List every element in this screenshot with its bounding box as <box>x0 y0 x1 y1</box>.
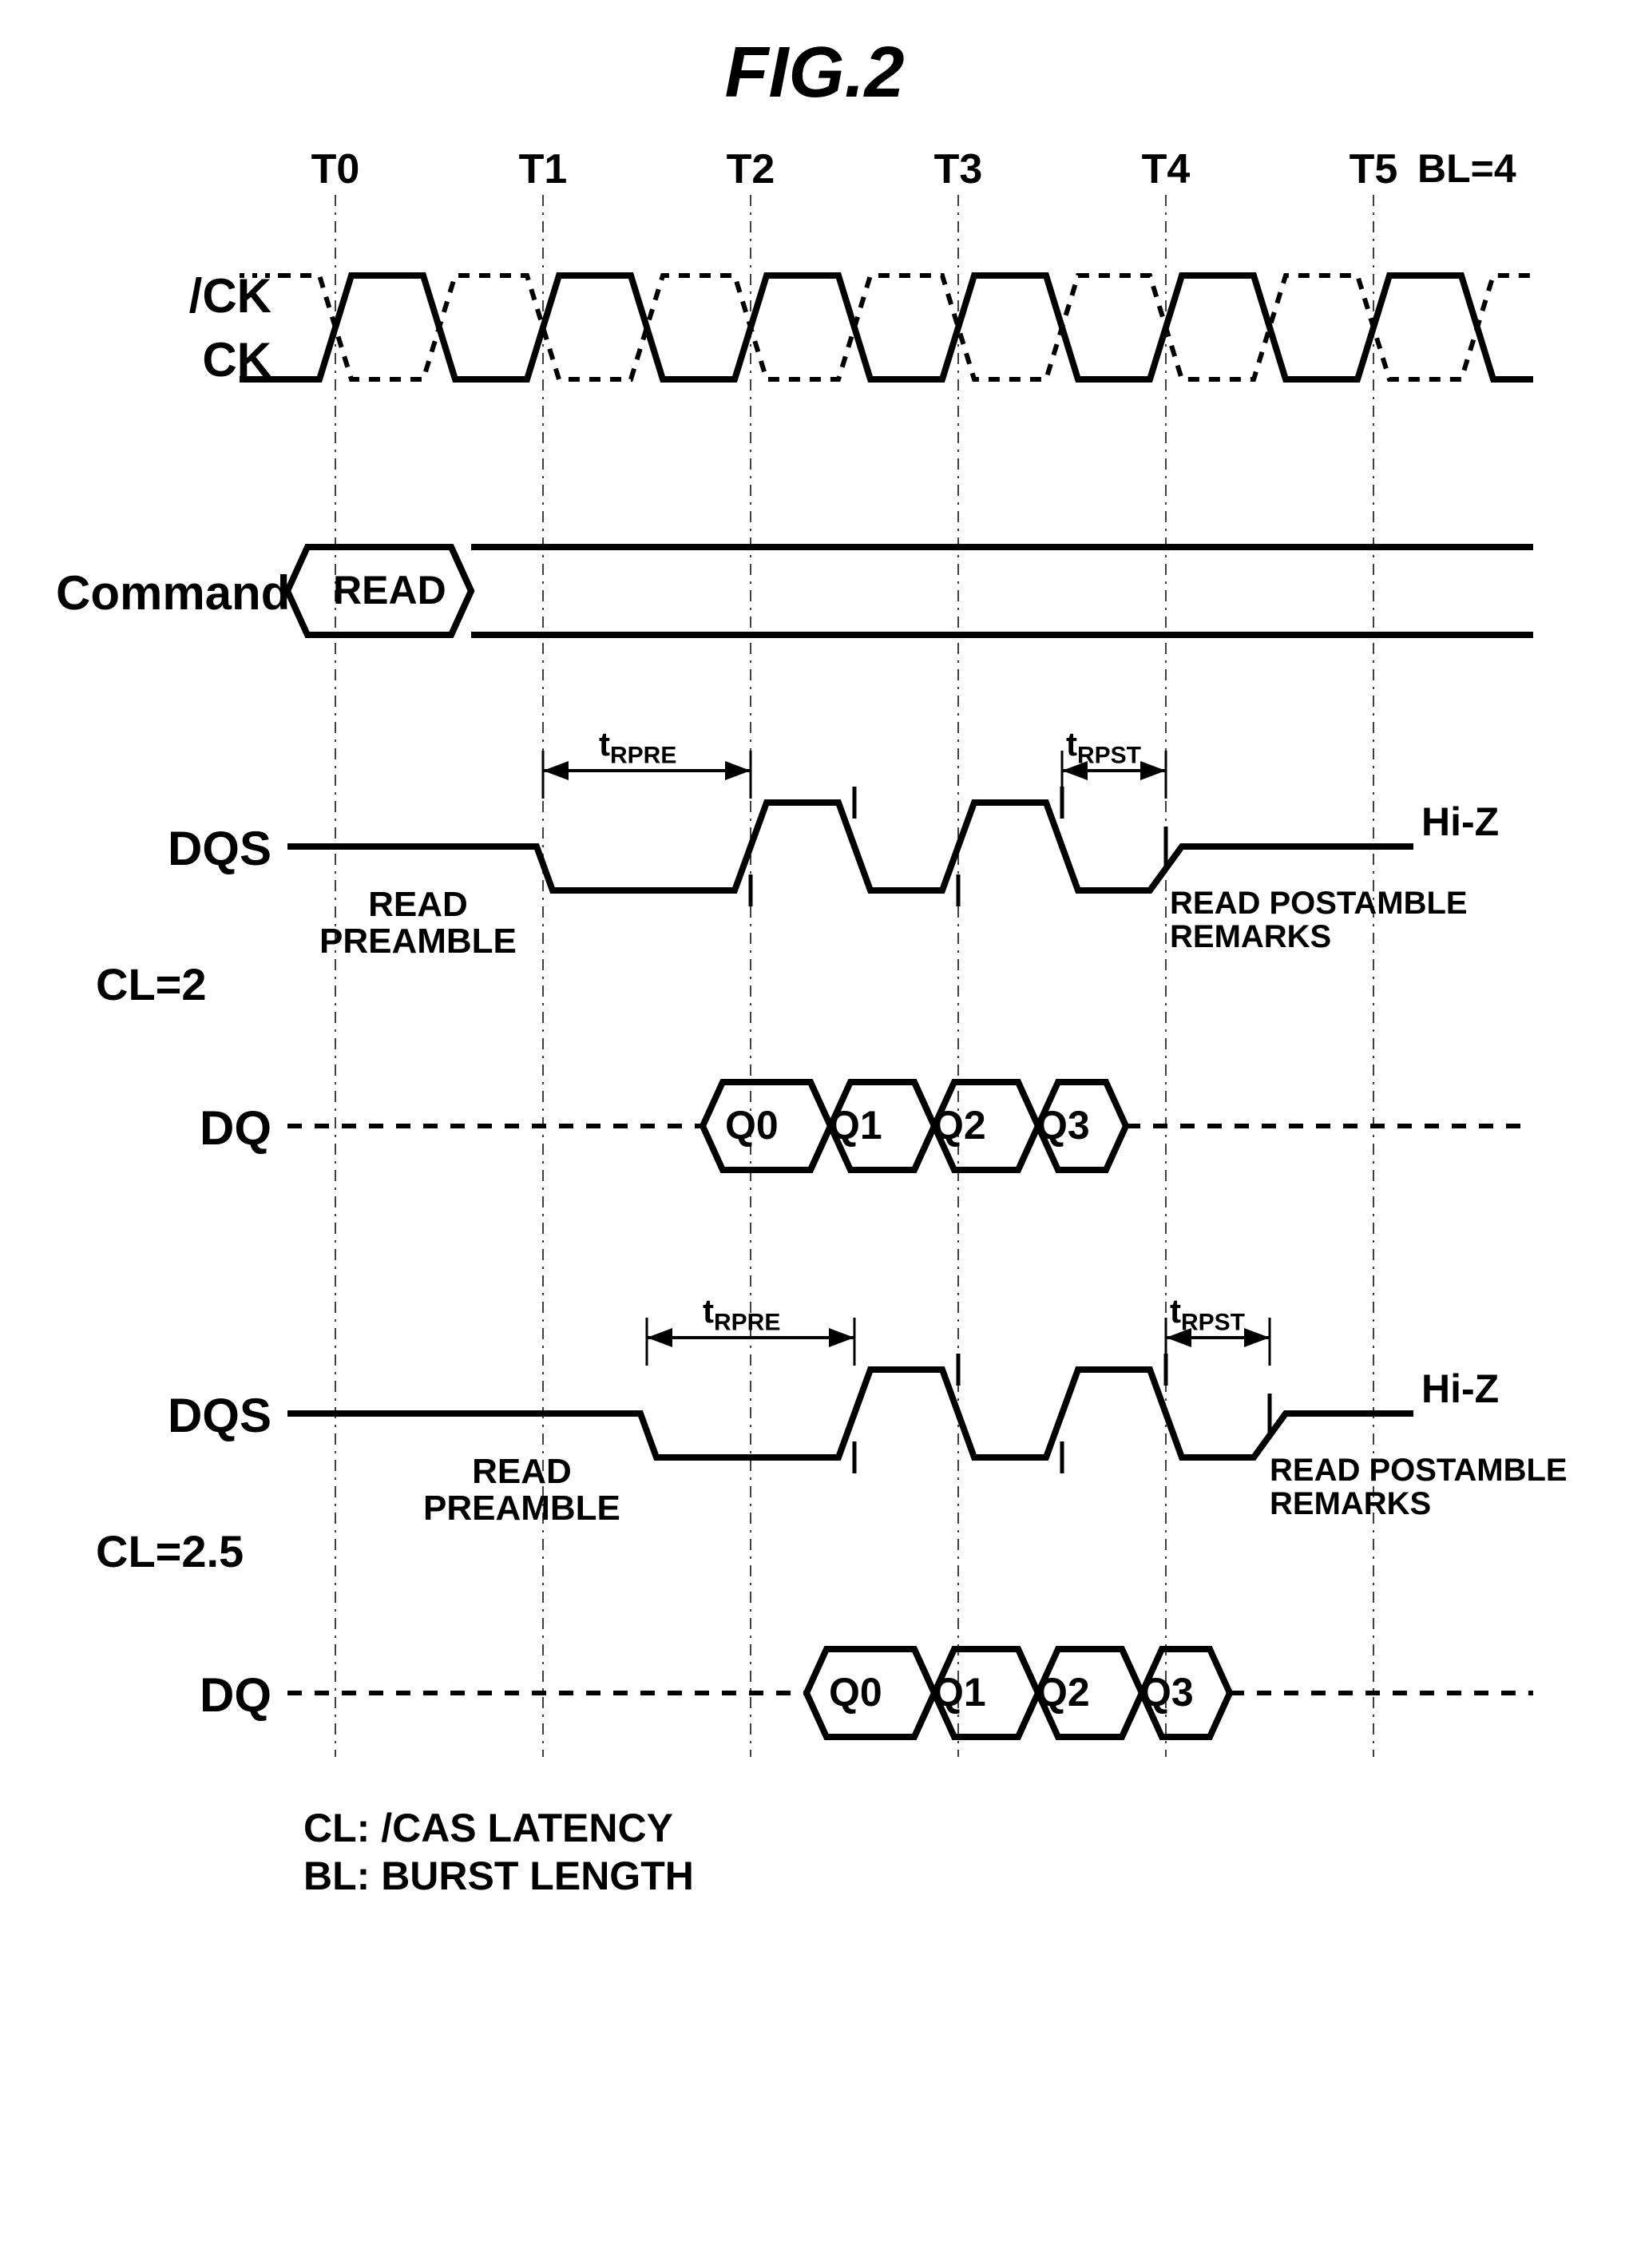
dq-q3-1: Q3 <box>1036 1102 1090 1148</box>
command-read-label: READ <box>333 567 446 613</box>
trpre-1: tRPRE <box>599 725 676 769</box>
trpre-2: tRPRE <box>703 1292 780 1336</box>
legend-cl: CL: /CAS LATENCY <box>303 1805 673 1851</box>
bl-label: BL=4 <box>1417 145 1516 192</box>
cl2-dq <box>287 1082 1533 1170</box>
read-preamble-text-1: READPREAMBLE <box>319 885 517 961</box>
timing-svg <box>96 192 1533 1949</box>
dq-q1-2: Q1 <box>933 1669 986 1715</box>
hiz-1: Hi-Z <box>1421 799 1499 845</box>
row-dqs-2: DQS <box>144 1388 272 1443</box>
tick-t1: T1 <box>517 145 569 193</box>
read-preamble-2: READPREAMBLE <box>423 1453 620 1527</box>
read-postamble-2: READ POSTAMBLEREMARKS <box>1270 1453 1568 1521</box>
timing-diagram: T0 T1 T2 T3 T4 T5 BL=4 /CK CK Command DQ… <box>96 192 1533 1949</box>
row-dq-2: DQ <box>144 1667 272 1723</box>
cl25-label: CL=2.5 <box>96 1525 244 1577</box>
dq-q1-1: Q1 <box>829 1102 882 1148</box>
figure-container: FIG.2 T0 T1 T2 T3 T4 T5 BL=4 /CK CK Comm… <box>96 32 1533 2108</box>
trpst-2: tRPST <box>1170 1292 1245 1336</box>
hiz-2: Hi-Z <box>1421 1366 1499 1412</box>
read-postamble-1: READ POSTAMBLEREMARKS <box>1170 886 1468 954</box>
dq-q2-2: Q2 <box>1036 1669 1090 1715</box>
legend-bl: BL: BURST LENGTH <box>303 1853 694 1899</box>
tick-t3: T3 <box>933 145 984 193</box>
dq-q0-1: Q0 <box>725 1102 779 1148</box>
dq-q0-2: Q0 <box>829 1669 882 1715</box>
cl25-dqs <box>287 1318 1413 1473</box>
read-preamble-1: READPREAMBLE <box>319 886 517 960</box>
tick-t4: T4 <box>1140 145 1191 193</box>
trpst-1: tRPST <box>1066 725 1141 769</box>
command-bus <box>287 547 1533 635</box>
row-dqs-1: DQS <box>144 821 272 876</box>
figure-title: FIG.2 <box>724 32 904 114</box>
tick-t2: T2 <box>725 145 776 193</box>
row-ck: CK <box>144 332 272 387</box>
tick-t0: T0 <box>310 145 361 193</box>
row-ck-inv: /CK <box>144 268 272 323</box>
tick-t5: T5 <box>1348 145 1399 193</box>
dq-q2-1: Q2 <box>933 1102 986 1148</box>
clock-signals <box>240 276 1533 379</box>
row-command: Command <box>56 565 272 621</box>
dq-q3-2: Q3 <box>1140 1669 1194 1715</box>
cl2-label: CL=2 <box>96 958 207 1010</box>
row-dq-1: DQ <box>144 1100 272 1156</box>
cl2-dqs <box>287 751 1413 906</box>
cl25-dq <box>287 1649 1533 1737</box>
